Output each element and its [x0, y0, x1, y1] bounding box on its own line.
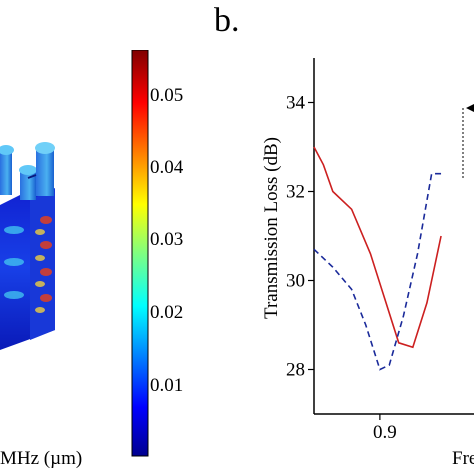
colorbar-tick: 0.02 [150, 302, 184, 323]
colorbar [131, 50, 149, 457]
colorbar-tick: 0.04 [150, 157, 184, 178]
y-tick-label: 30 [286, 271, 305, 292]
annotation-arrow [466, 104, 474, 112]
series-line-0 [313, 146, 442, 349]
colorbar-tick: 0.03 [150, 229, 184, 250]
colorbar-caption: MHz (µm) [0, 448, 83, 469]
series-line-1 [313, 172, 442, 371]
colorbar-tick: 0.01 [150, 375, 184, 396]
simulation-3d-model [0, 142, 55, 350]
plot-area: 34 32 30 28 [286, 58, 474, 420]
y-tick-label: 28 [286, 360, 305, 381]
y-tick-label: 34 [286, 93, 306, 114]
y-tick-label: 32 [286, 182, 305, 203]
colorbar-tick: 0.05 [150, 85, 184, 106]
x-tick-label: 0.9 [373, 422, 397, 443]
panel-label-b: b. [214, 2, 240, 39]
x-axis-title-partial: Fre [452, 448, 474, 469]
